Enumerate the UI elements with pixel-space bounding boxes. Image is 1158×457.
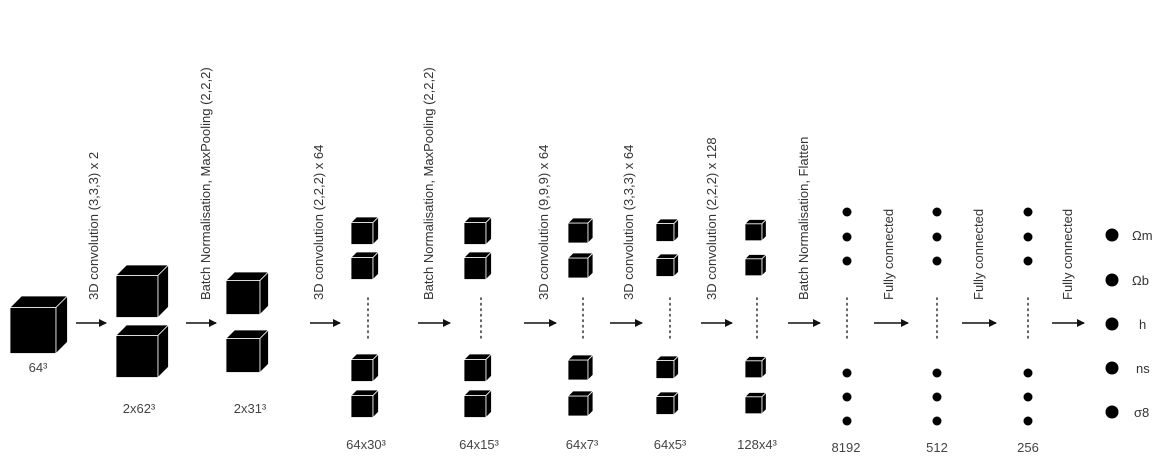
cube bbox=[567, 354, 594, 381]
neuron-dot bbox=[932, 392, 942, 402]
neuron-dot bbox=[932, 232, 942, 242]
output-label-h: h bbox=[1139, 317, 1146, 332]
output-node-ns bbox=[1105, 361, 1119, 375]
cube bbox=[655, 218, 680, 243]
neuron-dot bbox=[1023, 256, 1033, 266]
neuron-dot bbox=[842, 392, 852, 402]
cube bbox=[463, 216, 493, 246]
cube bbox=[463, 353, 493, 383]
op-label-conv-999x64: 3D convolution (9,9,9) x 64 bbox=[536, 145, 551, 300]
output-node-omega-m bbox=[1105, 228, 1119, 242]
size-label-stage-3: 64x30³ bbox=[346, 437, 386, 452]
neuron-dot bbox=[1023, 207, 1033, 217]
cube bbox=[655, 355, 680, 380]
size-label-stage-8: 8192 bbox=[832, 440, 861, 455]
neuron-dot bbox=[842, 416, 852, 426]
ellipsis-lines bbox=[367, 297, 1029, 343]
output-label-sigma8: σ8 bbox=[1134, 405, 1149, 420]
output-labels: Ωm Ωb h ns σ8 bbox=[1132, 228, 1153, 420]
neuron-dot bbox=[1023, 416, 1033, 426]
op-label-conv-222x64: 3D convolution (2,2,2) x 64 bbox=[311, 145, 326, 300]
neuron-dot bbox=[1023, 392, 1033, 402]
neuron-dot bbox=[1023, 232, 1033, 242]
neuron-dot bbox=[932, 416, 942, 426]
size-label-stage-2: 2x31³ bbox=[234, 401, 267, 416]
size-label-stage-1: 2x62³ bbox=[123, 401, 156, 416]
neuron-dot bbox=[842, 256, 852, 266]
neuron-dot bbox=[842, 207, 852, 217]
cube bbox=[744, 218, 768, 242]
cube bbox=[350, 389, 380, 419]
cube bbox=[350, 216, 380, 246]
feature-map-cubes bbox=[9, 216, 768, 419]
size-label-stage-9: 512 bbox=[926, 440, 948, 455]
cube bbox=[350, 353, 380, 383]
op-label-batchnorm-maxpool-2: Batch Normalisation, MaxPooling (2,2,2) bbox=[421, 67, 436, 300]
size-label-stage-6: 64x5³ bbox=[654, 437, 687, 452]
output-label-omega-b: Ωb bbox=[1132, 273, 1149, 288]
neuron-dot bbox=[932, 207, 942, 217]
neuron-dot bbox=[932, 368, 942, 378]
neuron-dot bbox=[842, 232, 852, 242]
output-node-sigma8 bbox=[1105, 405, 1119, 419]
output-node-h bbox=[1105, 317, 1119, 331]
cube bbox=[9, 295, 69, 355]
cube bbox=[463, 389, 493, 419]
neuron-dot bbox=[932, 256, 942, 266]
cube bbox=[744, 253, 768, 277]
cube bbox=[567, 252, 594, 279]
cube bbox=[225, 329, 270, 374]
size-label-stage-5: 64x7³ bbox=[566, 437, 599, 452]
cube bbox=[655, 253, 680, 278]
size-label-stage-7: 128x4³ bbox=[737, 437, 777, 452]
cube bbox=[744, 355, 768, 379]
cube bbox=[567, 390, 594, 417]
cube bbox=[463, 251, 493, 281]
dense-layer-neurons bbox=[842, 207, 1033, 426]
op-label-fully-connected-1: Fully connected bbox=[881, 209, 896, 300]
cube bbox=[567, 217, 594, 244]
output-label-omega-m: Ωm bbox=[1132, 228, 1153, 243]
op-label-conv-222x128: 3D convolution (2,2,2) x 128 bbox=[704, 137, 719, 300]
output-node-omega-b bbox=[1105, 273, 1119, 287]
cube bbox=[350, 251, 380, 281]
op-label-conv-333x2: 3D convolution (3,3,3) x 2 bbox=[86, 152, 101, 300]
size-label-input: 64³ bbox=[29, 360, 48, 375]
op-label-fully-connected-2: Fully connected bbox=[971, 209, 986, 300]
cube bbox=[115, 264, 170, 319]
op-label-fully-connected-3: Fully connected bbox=[1060, 209, 1075, 300]
size-label-stage-4: 64x15³ bbox=[459, 437, 499, 452]
op-label-batchnorm-flatten: Batch Normalisation, Flatten bbox=[796, 137, 811, 300]
output-nodes bbox=[1105, 228, 1119, 419]
cube bbox=[225, 271, 270, 316]
cube bbox=[744, 391, 768, 415]
neuron-dot bbox=[842, 368, 852, 378]
size-labels: 64³ 2x62³ 2x31³ 64x30³ 64x15³ 64x7³ 64x5… bbox=[29, 360, 1039, 455]
op-label-batchnorm-maxpool-1: Batch Normalisation, MaxPooling (2,2,2) bbox=[198, 67, 213, 300]
size-label-stage-10: 256 bbox=[1017, 440, 1039, 455]
output-label-ns: ns bbox=[1136, 361, 1150, 376]
cube bbox=[115, 324, 170, 379]
operation-labels: 3D convolution (3,3,3) x 2 Batch Normali… bbox=[86, 67, 1075, 300]
neuron-dot bbox=[1023, 368, 1033, 378]
cube bbox=[655, 391, 680, 416]
op-label-conv-333x64: 3D convolution (3,3,3) x 64 bbox=[621, 145, 636, 300]
